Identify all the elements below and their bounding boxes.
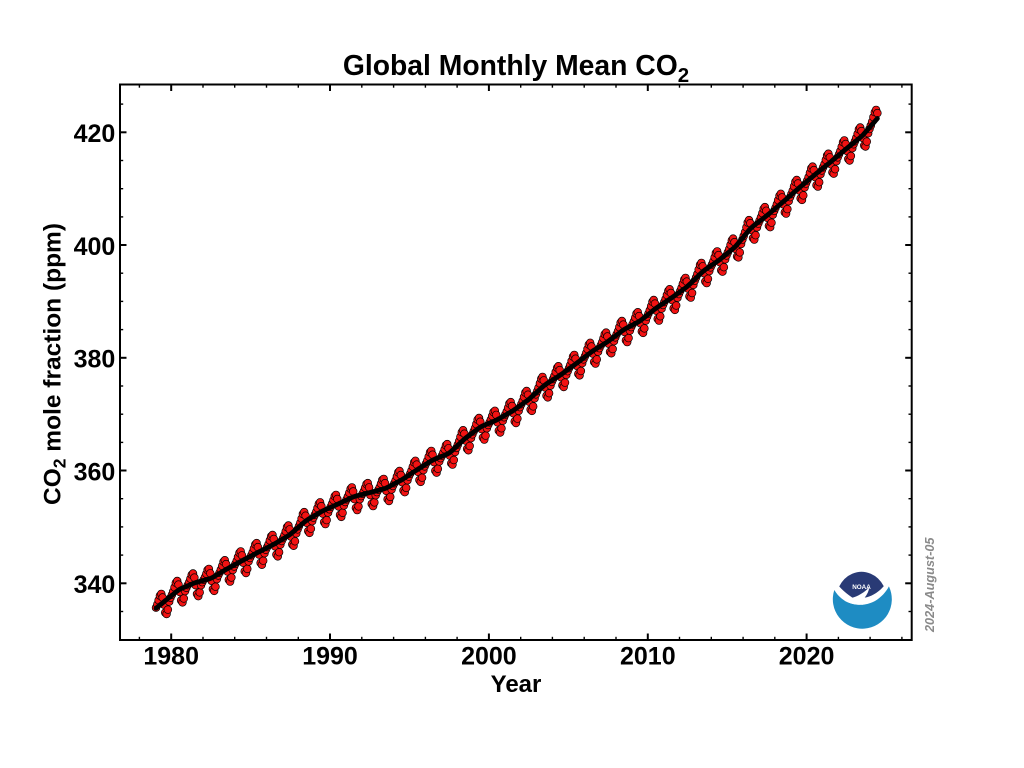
svg-text:380: 380 [74, 346, 116, 374]
svg-text:Year: Year [491, 671, 542, 698]
svg-text:400: 400 [74, 233, 116, 261]
svg-text:1980: 1980 [143, 643, 199, 671]
svg-text:360: 360 [74, 458, 116, 486]
svg-text:NOAA: NOAA [852, 584, 871, 591]
svg-text:CO2 mole fraction (ppm): CO2 mole fraction (ppm) [40, 223, 70, 505]
svg-text:340: 340 [74, 571, 116, 599]
svg-text:2024-August-05: 2024-August-05 [923, 537, 937, 633]
svg-text:2010: 2010 [620, 643, 676, 671]
svg-text:1990: 1990 [302, 643, 358, 671]
svg-text:420: 420 [74, 120, 116, 148]
svg-text:2000: 2000 [461, 643, 517, 671]
svg-text:Global Monthly Mean CO2: Global Monthly Mean CO2 [343, 49, 689, 87]
svg-text:2020: 2020 [779, 643, 835, 671]
